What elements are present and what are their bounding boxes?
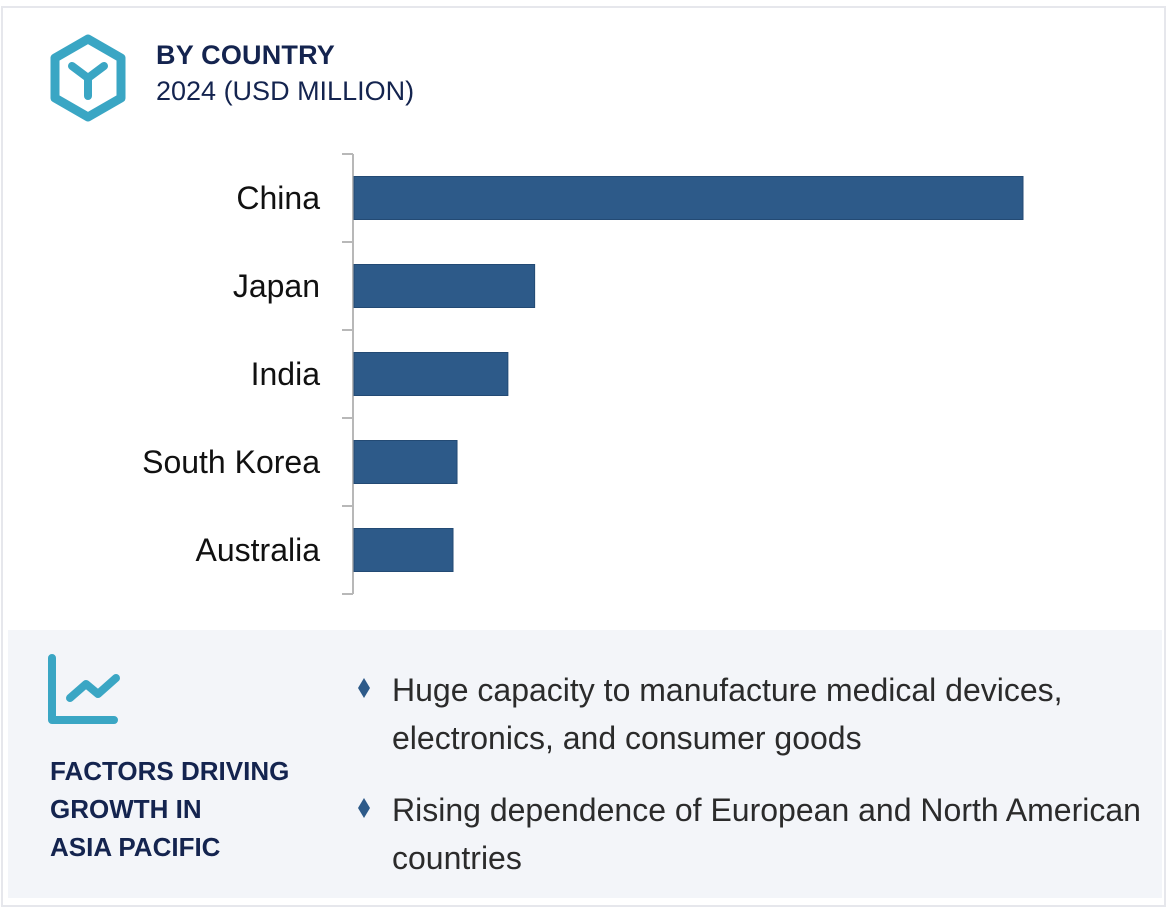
bar-china xyxy=(353,176,1024,220)
category-label: China xyxy=(236,180,320,216)
hexagon-y-icon xyxy=(50,34,126,122)
diamond-bullet-icon xyxy=(358,798,370,818)
factors-title-line: FACTORS DRIVING xyxy=(50,756,290,786)
bullet-text: Huge capacity to manufacture medical dev… xyxy=(392,672,1063,756)
bar-australia xyxy=(353,528,454,572)
list-item: Rising dependence of European and North … xyxy=(354,786,1144,882)
factors-title: FACTORS DRIVING GROWTH IN ASIA PACIFIC xyxy=(50,752,320,866)
y-axis xyxy=(342,153,354,595)
chart-subtitle: 2024 (USD MILLION) xyxy=(156,76,415,106)
factors-title-line: ASIA PACIFIC xyxy=(50,832,221,862)
bar-japan xyxy=(353,264,536,308)
list-item: Huge capacity to manufacture medical dev… xyxy=(354,666,1144,762)
factors-list: Huge capacity to manufacture medical dev… xyxy=(354,666,1144,906)
category-label: India xyxy=(251,356,321,392)
bar-south-korea xyxy=(353,440,458,484)
trend-chart-icon xyxy=(48,654,120,724)
bar-india xyxy=(353,352,509,396)
diamond-bullet-icon xyxy=(358,678,370,698)
category-label: South Korea xyxy=(142,444,320,480)
bar-chart: China Japan India South Korea Australia xyxy=(142,153,1024,595)
bullet-text: Rising dependence of European and North … xyxy=(392,792,1141,876)
category-label: Japan xyxy=(233,268,320,304)
chart-title: BY COUNTRY xyxy=(156,40,336,70)
category-labels: China Japan India South Korea Australia xyxy=(142,180,320,568)
factors-title-line: GROWTH IN xyxy=(50,794,202,824)
factors-panel: FACTORS DRIVING GROWTH IN ASIA PACIFIC H… xyxy=(8,630,1162,898)
category-label: Australia xyxy=(196,532,321,568)
bars xyxy=(353,176,1024,572)
